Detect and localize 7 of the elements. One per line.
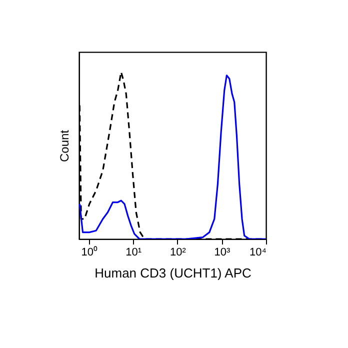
y-axis-title: Count: [58, 129, 72, 162]
x-tick-label: 10²: [170, 246, 186, 258]
x-axis-title: Human CD3 (UCHT1) APC: [94, 266, 252, 280]
x-tick-label: 10⁰: [81, 246, 98, 258]
x-tick-label: 10⁴: [250, 246, 267, 258]
x-tick-label: 10³: [214, 246, 230, 258]
x-tick-label: 10¹: [126, 246, 142, 258]
